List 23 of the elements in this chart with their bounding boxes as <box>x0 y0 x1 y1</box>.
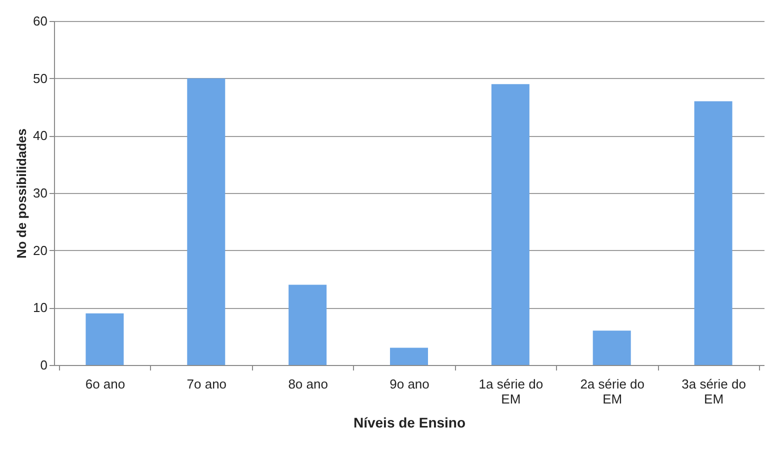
x-tick-label: 6o ano <box>85 376 126 392</box>
x-tick-label: 1a série do EM <box>478 376 544 406</box>
y-tick-label: 10 <box>33 300 48 316</box>
bar <box>694 101 732 365</box>
y-tick-label: 30 <box>33 186 48 200</box>
bar <box>491 84 530 365</box>
y-tick-label: 50 <box>33 70 48 86</box>
y-axis-title: No de possibilidades <box>14 128 30 259</box>
bar <box>86 313 124 365</box>
bar <box>288 284 327 365</box>
y-tick-label: 40 <box>33 128 48 144</box>
y-tick-label: 60 <box>33 14 48 28</box>
x-tick-label: 8o ano <box>288 376 328 392</box>
y-tick-label: 20 <box>33 242 48 258</box>
bar <box>390 348 428 365</box>
x-tick-label: 3a série do EM <box>682 376 746 406</box>
y-tick-label: 0 <box>40 358 48 372</box>
x-tick-label: 7o ano <box>186 376 227 392</box>
bar <box>187 78 226 365</box>
x-tick-label: 2a série do EM <box>580 376 645 406</box>
x-tick-label: 9o ano <box>390 376 430 392</box>
x-axis-title: Níveis de Ensino <box>353 414 466 430</box>
bar <box>592 330 631 365</box>
